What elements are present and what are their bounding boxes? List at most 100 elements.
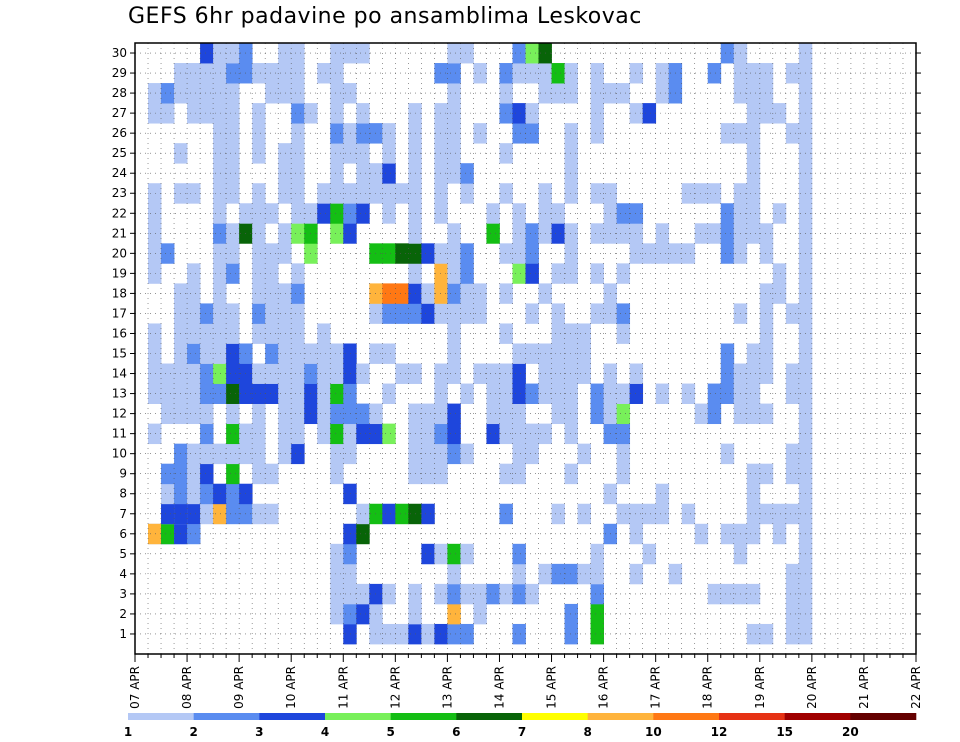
heatmap-cell xyxy=(447,323,461,344)
heatmap-cell xyxy=(252,123,266,144)
heatmap-cell xyxy=(226,43,240,64)
heatmap-cell xyxy=(200,503,214,525)
y-tick-label: 16 xyxy=(112,326,127,340)
heatmap-cell xyxy=(356,403,370,425)
heatmap-cell xyxy=(356,583,370,605)
heatmap-cell xyxy=(447,223,461,244)
heatmap-cell xyxy=(746,623,761,645)
heatmap-cell xyxy=(772,203,787,224)
heatmap-cell xyxy=(694,223,709,244)
heatmap-cell xyxy=(746,343,761,364)
heatmap-cell xyxy=(434,463,448,485)
heatmap-cell xyxy=(252,263,266,284)
heatmap-cell xyxy=(564,223,578,244)
heatmap-cell xyxy=(226,123,240,144)
heatmap-cell xyxy=(720,203,735,224)
heatmap-cell xyxy=(200,83,214,104)
heatmap-cell xyxy=(525,43,539,64)
heatmap-cell xyxy=(382,583,396,605)
heatmap-cell xyxy=(213,443,227,465)
heatmap-cell xyxy=(317,63,331,84)
heatmap-cell xyxy=(226,323,240,344)
heatmap-cell xyxy=(213,503,227,525)
heatmap-cell xyxy=(356,203,370,224)
heatmap-cell xyxy=(707,583,722,605)
heatmap-cell xyxy=(759,403,774,425)
heatmap-cell xyxy=(486,223,500,244)
heatmap-cell xyxy=(252,63,266,84)
heatmap-cell xyxy=(213,483,227,505)
heatmap-cell xyxy=(330,43,344,64)
chart-title: GEFS 6hr padavine po ansamblima Leskovac xyxy=(128,4,642,29)
heatmap-cell xyxy=(226,243,240,264)
heatmap-cell xyxy=(551,403,565,425)
heatmap-cell xyxy=(226,143,240,164)
heatmap-cell xyxy=(278,423,292,445)
heatmap-cell xyxy=(252,383,266,404)
heatmap-cell xyxy=(551,363,565,384)
heatmap-cell xyxy=(681,243,696,264)
heatmap-cell xyxy=(447,303,461,324)
heatmap-cell xyxy=(330,583,344,605)
heatmap-cell xyxy=(759,63,774,84)
heatmap-cell xyxy=(746,203,761,224)
heatmap-cell xyxy=(460,443,474,465)
heatmap-cell xyxy=(291,383,305,404)
heatmap-cell xyxy=(278,303,292,324)
heatmap-cell xyxy=(746,403,761,425)
heatmap-cell xyxy=(317,403,331,425)
colorbar-swatch xyxy=(390,713,457,720)
heatmap-cell xyxy=(551,83,565,104)
heatmap-cell xyxy=(187,323,201,344)
heatmap-cell xyxy=(434,623,448,645)
heatmap-cell xyxy=(616,223,631,244)
heatmap-cell xyxy=(421,623,435,645)
heatmap-cell xyxy=(434,543,448,565)
heatmap-cell xyxy=(447,443,461,465)
heatmap-cell xyxy=(564,123,578,144)
heatmap-cell xyxy=(291,343,305,364)
heatmap-cell xyxy=(330,163,344,184)
heatmap-cell xyxy=(746,363,761,384)
y-tick-label: 29 xyxy=(112,66,127,80)
heatmap-cell xyxy=(213,283,227,304)
heatmap-cell xyxy=(317,323,331,344)
heatmap-cell xyxy=(785,63,800,84)
heatmap-cell xyxy=(148,223,162,244)
heatmap-cell xyxy=(226,183,240,204)
heatmap-cell xyxy=(226,103,240,124)
heatmap-cell xyxy=(148,363,162,384)
heatmap-cell xyxy=(512,43,526,64)
colorbar-label: 6 xyxy=(452,725,460,739)
heatmap-cell xyxy=(278,43,292,64)
heatmap-cell xyxy=(382,283,396,304)
heatmap-cell xyxy=(499,583,513,605)
heatmap-cell xyxy=(252,463,266,485)
heatmap-cell xyxy=(785,363,800,384)
heatmap-cell xyxy=(421,463,435,485)
heatmap-cell xyxy=(421,543,435,565)
heatmap-cell xyxy=(213,243,227,264)
heatmap-cell xyxy=(720,523,735,545)
heatmap-cell xyxy=(486,403,500,425)
heatmap-cell xyxy=(551,223,565,244)
heatmap-cell xyxy=(785,463,800,485)
heatmap-cell xyxy=(213,143,227,164)
heatmap-cell xyxy=(226,443,240,465)
heatmap-cell xyxy=(265,383,279,404)
heatmap-cell xyxy=(291,363,305,384)
heatmap-cell xyxy=(278,383,292,404)
heatmap-cell xyxy=(148,103,162,124)
heatmap-cell xyxy=(265,243,279,264)
heatmap-cell xyxy=(226,63,240,84)
heatmap-cell xyxy=(564,423,578,445)
heatmap-cell xyxy=(291,103,305,124)
heatmap-cell xyxy=(330,123,344,144)
heatmap-cell xyxy=(525,303,539,324)
heatmap-cell xyxy=(161,243,175,264)
heatmap-cell xyxy=(447,123,461,144)
y-tick-label: 10 xyxy=(112,447,127,461)
colorbar-swatch xyxy=(587,713,654,720)
colorbar-swatch xyxy=(719,713,785,720)
heatmap-cell xyxy=(382,243,396,264)
